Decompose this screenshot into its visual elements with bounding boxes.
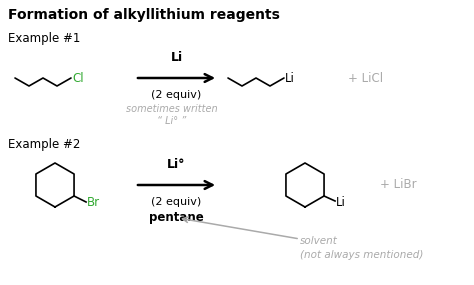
Text: Cl: Cl	[72, 72, 83, 84]
Text: Li: Li	[285, 72, 295, 84]
Text: Li: Li	[336, 196, 346, 209]
Text: (2 equiv): (2 equiv)	[151, 90, 201, 100]
Text: Br: Br	[87, 196, 100, 209]
Text: Li: Li	[171, 51, 182, 64]
Text: “ Li° ”: “ Li° ”	[157, 116, 186, 126]
Text: (not always mentioned): (not always mentioned)	[300, 250, 423, 260]
Text: + LiCl: + LiCl	[348, 72, 383, 84]
Text: Example #1: Example #1	[8, 32, 81, 45]
Text: (2 equiv): (2 equiv)	[151, 197, 201, 207]
Text: sometimes written: sometimes written	[126, 104, 217, 114]
Text: solvent: solvent	[300, 236, 338, 246]
Text: pentane: pentane	[149, 211, 204, 224]
Text: Li°: Li°	[167, 158, 186, 171]
Text: Example #2: Example #2	[8, 138, 81, 151]
Text: + LiBr: + LiBr	[380, 178, 417, 192]
Text: Formation of alkyllithium reagents: Formation of alkyllithium reagents	[8, 8, 280, 22]
